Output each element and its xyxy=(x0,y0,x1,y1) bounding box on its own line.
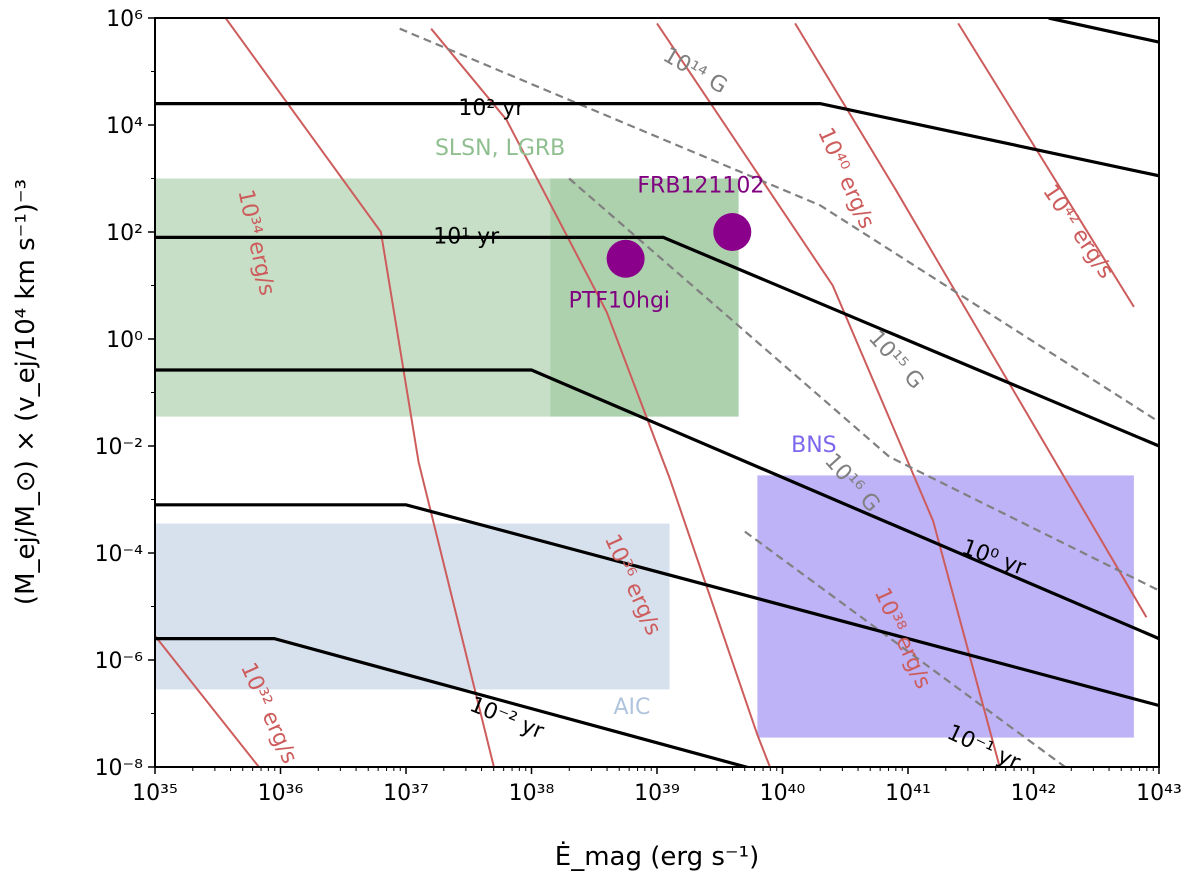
luminosity-line-5 xyxy=(794,22,1148,618)
x-tick-label: 10³⁸ xyxy=(509,781,555,806)
y-tick-label: 10² xyxy=(106,221,143,246)
timescale-line-1 xyxy=(155,102,1159,178)
x-tick-label: 10³⁹ xyxy=(634,781,680,806)
y-tick-label: 10⁻² xyxy=(95,435,143,460)
y-tick-label: 10⁻⁴ xyxy=(95,542,144,567)
x-tick-label: 10³⁵ xyxy=(132,781,178,806)
luminosity-label-6: 10⁴² erg/s xyxy=(1037,180,1118,283)
region-layer xyxy=(155,178,1134,738)
timescale-label-1: 10² yr xyxy=(458,96,525,121)
region-label-1: SLSN, LGRB xyxy=(435,136,565,161)
y-tick-label: 10⁶ xyxy=(106,7,143,32)
region-4 xyxy=(155,523,670,690)
timescale-label-2: 10¹ yr xyxy=(433,224,500,249)
region-3 xyxy=(757,475,1134,738)
luminosity-label-5: 10⁴⁰ erg/s xyxy=(812,124,879,233)
y-tick-label: 10⁴ xyxy=(106,114,143,139)
x-tick-label: 10⁴³ xyxy=(1136,781,1182,806)
data-point-label-1: PTF10hgi xyxy=(569,289,670,314)
data-point-label-2: FRB121102 xyxy=(637,174,764,199)
field-line-2 xyxy=(568,177,1159,592)
x-tick-label: 10⁴⁰ xyxy=(760,781,806,806)
luminosity-line-6 xyxy=(957,22,1135,308)
x-tick-label: 10⁴¹ xyxy=(885,781,931,806)
y-axis-label: (M_ej/M_⊙) × (v_ej/10⁴ km s⁻¹)⁻³ xyxy=(11,179,41,605)
y-tick-label: 10⁻⁶ xyxy=(95,649,144,674)
x-axis-label: Ė_mag (erg s⁻¹) xyxy=(555,840,759,872)
timescale-line-7 xyxy=(1048,18,1159,44)
region-label-4: AIC xyxy=(613,695,650,720)
data-point-2 xyxy=(713,213,752,251)
x-tick-label: 10⁴² xyxy=(1011,781,1057,806)
region-label-3: BNS xyxy=(791,433,837,458)
timescale-line-4 xyxy=(155,503,1159,708)
timescale-line-5 xyxy=(155,637,753,767)
data-point-1 xyxy=(606,239,645,278)
y-tick-label: 10⁻⁸ xyxy=(95,756,144,781)
x-tick-label: 10³⁷ xyxy=(383,781,429,806)
line-layer xyxy=(155,18,1159,767)
timescale-label-6: 10⁻² yr xyxy=(466,692,548,745)
luminosity-line-2 xyxy=(224,18,495,767)
field-line-3 xyxy=(744,530,1067,767)
timescale-line-2 xyxy=(155,235,1159,448)
region-1 xyxy=(155,178,739,417)
point-layer xyxy=(606,213,752,278)
x-tick-label: 10³⁶ xyxy=(258,781,304,806)
field-line-1 xyxy=(399,27,1159,423)
luminosity-line-1 xyxy=(155,635,261,767)
timescale-line-3 xyxy=(155,368,1159,641)
tick-layer: 10³⁵ 10³⁶ 10³⁷ 10³⁸ 10³⁹ 10⁴⁰ 10⁴¹ 10⁴² 10⁴³ 10⁻⁸… xyxy=(95,7,1182,806)
luminosity-line-4 xyxy=(656,22,1001,767)
y-tick-label: 10⁰ xyxy=(106,328,143,353)
